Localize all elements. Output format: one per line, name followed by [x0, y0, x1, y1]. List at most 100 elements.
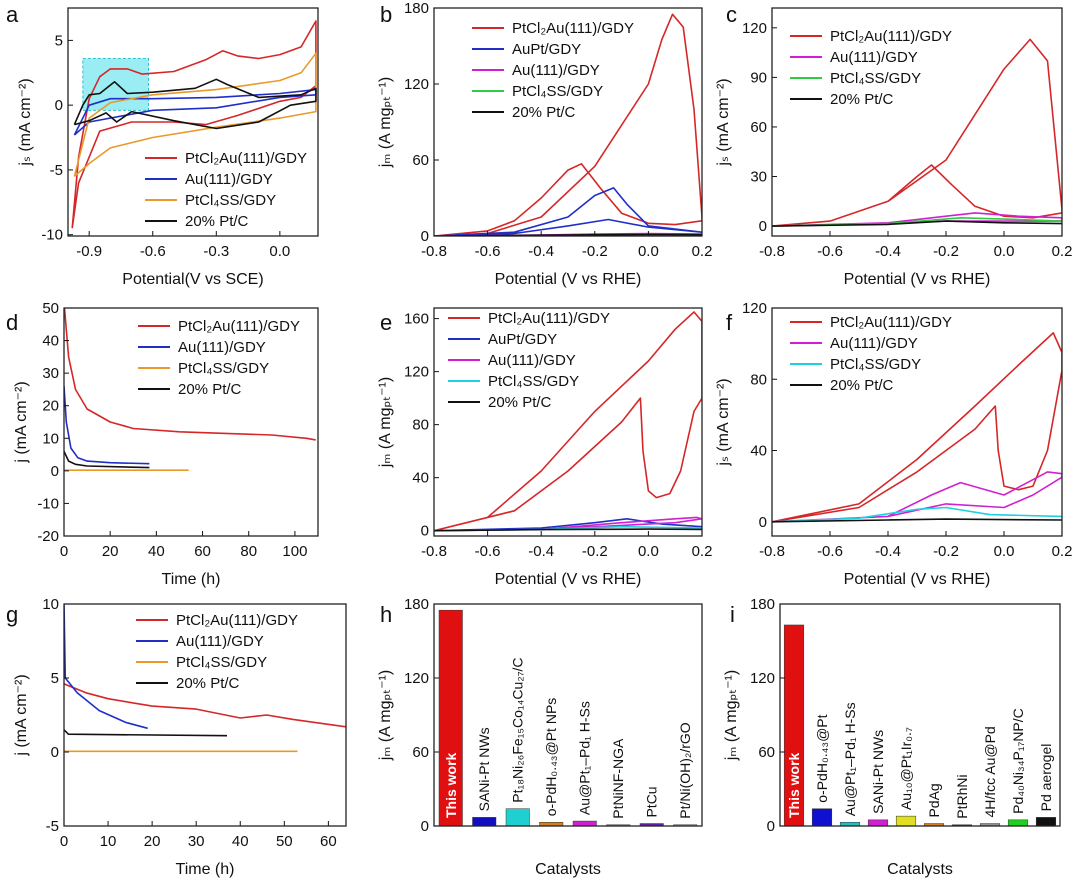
- series-line-1: [64, 604, 148, 730]
- series-line-1: [434, 517, 702, 532]
- series-line-2: [73, 52, 317, 178]
- legend-label: AuPt/GDY: [512, 41, 581, 58]
- y-tick-label: -20: [37, 528, 59, 545]
- panel-letter: i: [730, 602, 735, 627]
- x-tick-label: -0.8: [759, 243, 785, 260]
- plot-frame: [771, 7, 1063, 237]
- x-tick-label: 20: [102, 543, 119, 560]
- x-tick-label: 50: [276, 833, 293, 850]
- legend-label: PtCl₂Au(111)/GDY: [178, 318, 300, 335]
- y-tick-label: 60: [758, 744, 775, 761]
- legend-label: Au(111)/GDY: [512, 62, 600, 79]
- y-tick-label: 60: [412, 744, 429, 761]
- x-tick-label: 0.2: [692, 543, 713, 560]
- bar-label: PdAg: [926, 783, 942, 817]
- bar-label: Pt₁₈Ni₂₆Fe₁₅Co₁₄Cu₂₇/C: [510, 657, 526, 802]
- series-line-1: [772, 471, 1062, 523]
- plot-frame: [63, 307, 319, 537]
- legend-label: 20% Pt/C: [830, 91, 894, 108]
- panel-h: h This work SANi-Pt NWs Pt₁₈Ni₂₆Fe₁₅Co₁₄Cu₂…: [377, 596, 703, 878]
- x-tick-label: 0: [60, 543, 68, 560]
- bar-label: SANi-Pt NWs: [476, 727, 492, 811]
- series-line-3: [73, 78, 317, 130]
- x-tick-label: 0.0: [638, 243, 659, 260]
- panel-letter: b: [380, 2, 392, 27]
- x-axis-label: Catalysts: [887, 861, 953, 878]
- legend-label: PtCl₄SS/GDY: [512, 83, 603, 100]
- y-axis-label: jₛ (mA cm⁻²): [715, 378, 732, 466]
- x-tick-label: 40: [232, 833, 249, 850]
- panel-letter: e: [380, 310, 392, 335]
- series-line-0: [434, 13, 702, 236]
- series-line-1: [434, 187, 702, 236]
- bar-1: [472, 817, 497, 827]
- x-tick-label: 0.0: [269, 243, 290, 260]
- legend-label: PtCl₂Au(111)/GDY: [185, 150, 307, 167]
- panel-b: b PtCl₂Au(111)/GDY AuPt/GDY Au(111)/GDY PtCl…: [377, 0, 712, 288]
- y-tick-label: 0: [55, 97, 63, 114]
- bar-1: [811, 808, 833, 827]
- panel-a: a PtCl₂Au(111)/GDY Au(111)/GDY PtCl₄SS/GDY 2…: [6, 2, 319, 288]
- x-tick-label: -0.6: [475, 543, 501, 560]
- y-tick-label: 5: [51, 670, 59, 687]
- bar-label: SANi-Pt NWs: [870, 730, 886, 814]
- x-tick-label: -0.6: [475, 243, 501, 260]
- y-tick-label: -5: [50, 162, 63, 179]
- x-tick-label: 10: [100, 833, 117, 850]
- y-tick-label: 120: [750, 670, 775, 687]
- x-axis-label: Potential(V vs SCE): [122, 271, 263, 288]
- legend-label: 20% Pt/C: [178, 381, 242, 398]
- series-line-3: [772, 220, 1062, 227]
- panel-letter: a: [6, 2, 19, 27]
- x-tick-label: 30: [188, 833, 205, 850]
- y-tick-label: 80: [750, 371, 767, 388]
- series-line-0: [434, 311, 702, 532]
- y-tick-label: -10: [37, 495, 59, 512]
- y-axis-label: j (mA cm⁻²): [13, 674, 30, 756]
- series-line-1: [64, 386, 150, 465]
- bar-4: [895, 815, 917, 827]
- y-tick-label: 0: [767, 818, 775, 835]
- x-tick-label: -0.6: [817, 243, 843, 260]
- legend-label: PtCl₂Au(111)/GDY: [488, 310, 610, 327]
- bar-label: PtNiNF-NGA: [610, 738, 626, 819]
- y-tick-label: 5: [55, 32, 63, 49]
- y-tick-label: 30: [750, 169, 767, 186]
- plot-frame: [779, 603, 1061, 827]
- y-axis-label: jₘ (A mgₚₜ⁻¹): [723, 670, 740, 761]
- panel-letter: f: [726, 310, 733, 335]
- y-tick-label: 180: [404, 596, 429, 613]
- y-tick-label: 120: [404, 670, 429, 687]
- x-tick-label: -0.6: [817, 543, 843, 560]
- x-axis-label: Potential (V vs RHE): [844, 271, 991, 288]
- x-tick-label: 60: [320, 833, 337, 850]
- x-tick-label: -0.2: [933, 243, 959, 260]
- bar-9: [1035, 817, 1057, 827]
- bar-label: Au@Pt₁–Pd₁ H-Ss: [577, 701, 593, 815]
- y-tick-label: 30: [42, 365, 59, 382]
- plot-area: [71, 20, 317, 229]
- legend-label: PtCl₄SS/GDY: [178, 360, 269, 377]
- y-tick-label: 160: [404, 311, 429, 328]
- y-tick-label: 40: [412, 470, 429, 487]
- y-tick-label: 0: [759, 514, 767, 531]
- plot-frame: [63, 603, 347, 827]
- bar-label: Pd aerogel: [1038, 744, 1054, 812]
- legend-label: Au(111)/GDY: [830, 335, 918, 352]
- bar-label: Au₁₀@Pt₁Ir₀.₇: [898, 727, 914, 810]
- y-axis-label: jₘ (A mgₚₜ⁻¹): [377, 77, 394, 168]
- x-tick-label: 0.0: [994, 243, 1015, 260]
- x-tick-label: 80: [240, 543, 257, 560]
- series-line-3: [772, 518, 1062, 523]
- y-tick-label: 10: [42, 430, 59, 447]
- plot-area: [772, 332, 1062, 523]
- y-tick-label: -10: [41, 227, 63, 244]
- x-axis-label: Potential (V vs RHE): [495, 571, 642, 588]
- series-line-0: [772, 332, 1062, 523]
- legend-label: PtCl₄SS/GDY: [830, 70, 921, 87]
- x-tick-label: 40: [148, 543, 165, 560]
- y-axis-label: jₘ (A mgₚₜ⁻¹): [377, 377, 394, 468]
- y-tick-label: 120: [404, 364, 429, 381]
- series-line-0: [64, 683, 346, 728]
